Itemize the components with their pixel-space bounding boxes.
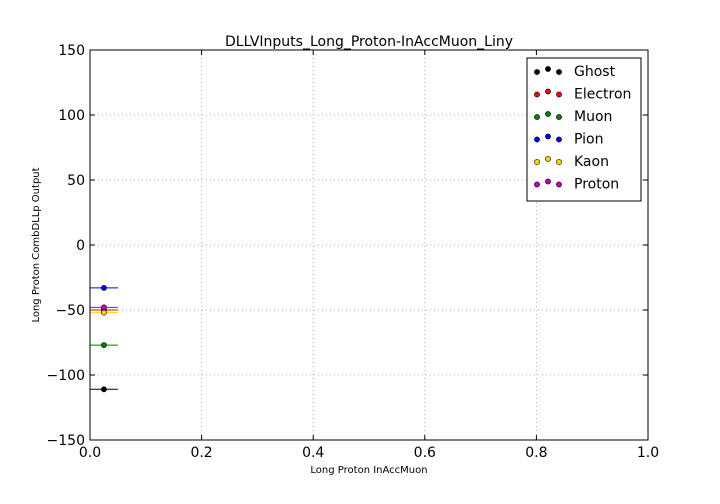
data-points [90, 284, 118, 393]
axis-ticks: 0.0 0.2 0.4 0.6 0.8 1.0 −150 −100 −50 0 50 100 150 [47, 43, 660, 461]
legend-marker-ghost [545, 66, 551, 72]
legend-marker-pion [534, 136, 540, 143]
legend-marker-muon [556, 114, 562, 120]
y-tick-label: −50 [55, 303, 85, 319]
legend-marker-proton [534, 181, 540, 188]
chart-title: DLLVInputs_Long_Proton-InAccMuon_Liny [225, 34, 513, 50]
data-point-muon [101, 342, 107, 348]
y-tick-label: −150 [47, 433, 85, 449]
legend-label-pion: Pion [574, 132, 603, 148]
legend-marker-kaon [545, 156, 551, 162]
legend-marker-proton [556, 181, 562, 188]
x-tick-label: 0.0 [79, 445, 101, 461]
legend-marker-proton [545, 178, 551, 185]
x-tick-label: 0.4 [302, 445, 324, 461]
data-point-proton [101, 304, 107, 311]
legend-marker-muon [545, 111, 551, 117]
legend-marker-ghost [534, 69, 540, 75]
legend-marker-electron [545, 88, 551, 95]
legend-marker-kaon [556, 159, 562, 165]
x-tick-label: 0.2 [190, 445, 212, 461]
legend: Ghost Electron Muon Pion Kaon Proton [526, 57, 642, 202]
legend-label-electron: Electron [574, 87, 631, 103]
legend-box [526, 57, 642, 202]
y-tick-label: 150 [58, 43, 85, 59]
legend-marker-electron [534, 91, 540, 98]
legend-marker-pion [556, 136, 562, 143]
y-axis-label: Long Proton CombDLLp Output [31, 167, 42, 322]
y-tick-label: 0 [76, 238, 85, 254]
legend-marker-kaon [534, 159, 540, 165]
data-point-pion [101, 284, 107, 291]
legend-label-muon: Muon [574, 109, 612, 125]
y-tick-label: 50 [67, 173, 85, 189]
legend-label-proton: Proton [574, 177, 619, 193]
plot-frame [89, 49, 649, 441]
legend-marker-muon [534, 114, 540, 120]
y-tick-label: 100 [58, 108, 85, 124]
legend-marker-ghost [556, 69, 562, 75]
legend-marker-pion [545, 133, 551, 140]
legend-label-kaon: Kaon [574, 154, 609, 170]
x-tick-label: 0.8 [525, 445, 547, 461]
x-tick-label: 1.0 [637, 445, 659, 461]
legend-label-ghost: Ghost [574, 64, 616, 80]
x-axis-label: Long Proton InAccMuon [310, 465, 427, 476]
y-tick-label: −100 [47, 368, 85, 384]
legend-marker-electron [556, 91, 562, 98]
data-point-kaon [101, 309, 107, 316]
data-point-ghost [101, 386, 107, 393]
x-tick-label: 0.6 [414, 445, 436, 461]
